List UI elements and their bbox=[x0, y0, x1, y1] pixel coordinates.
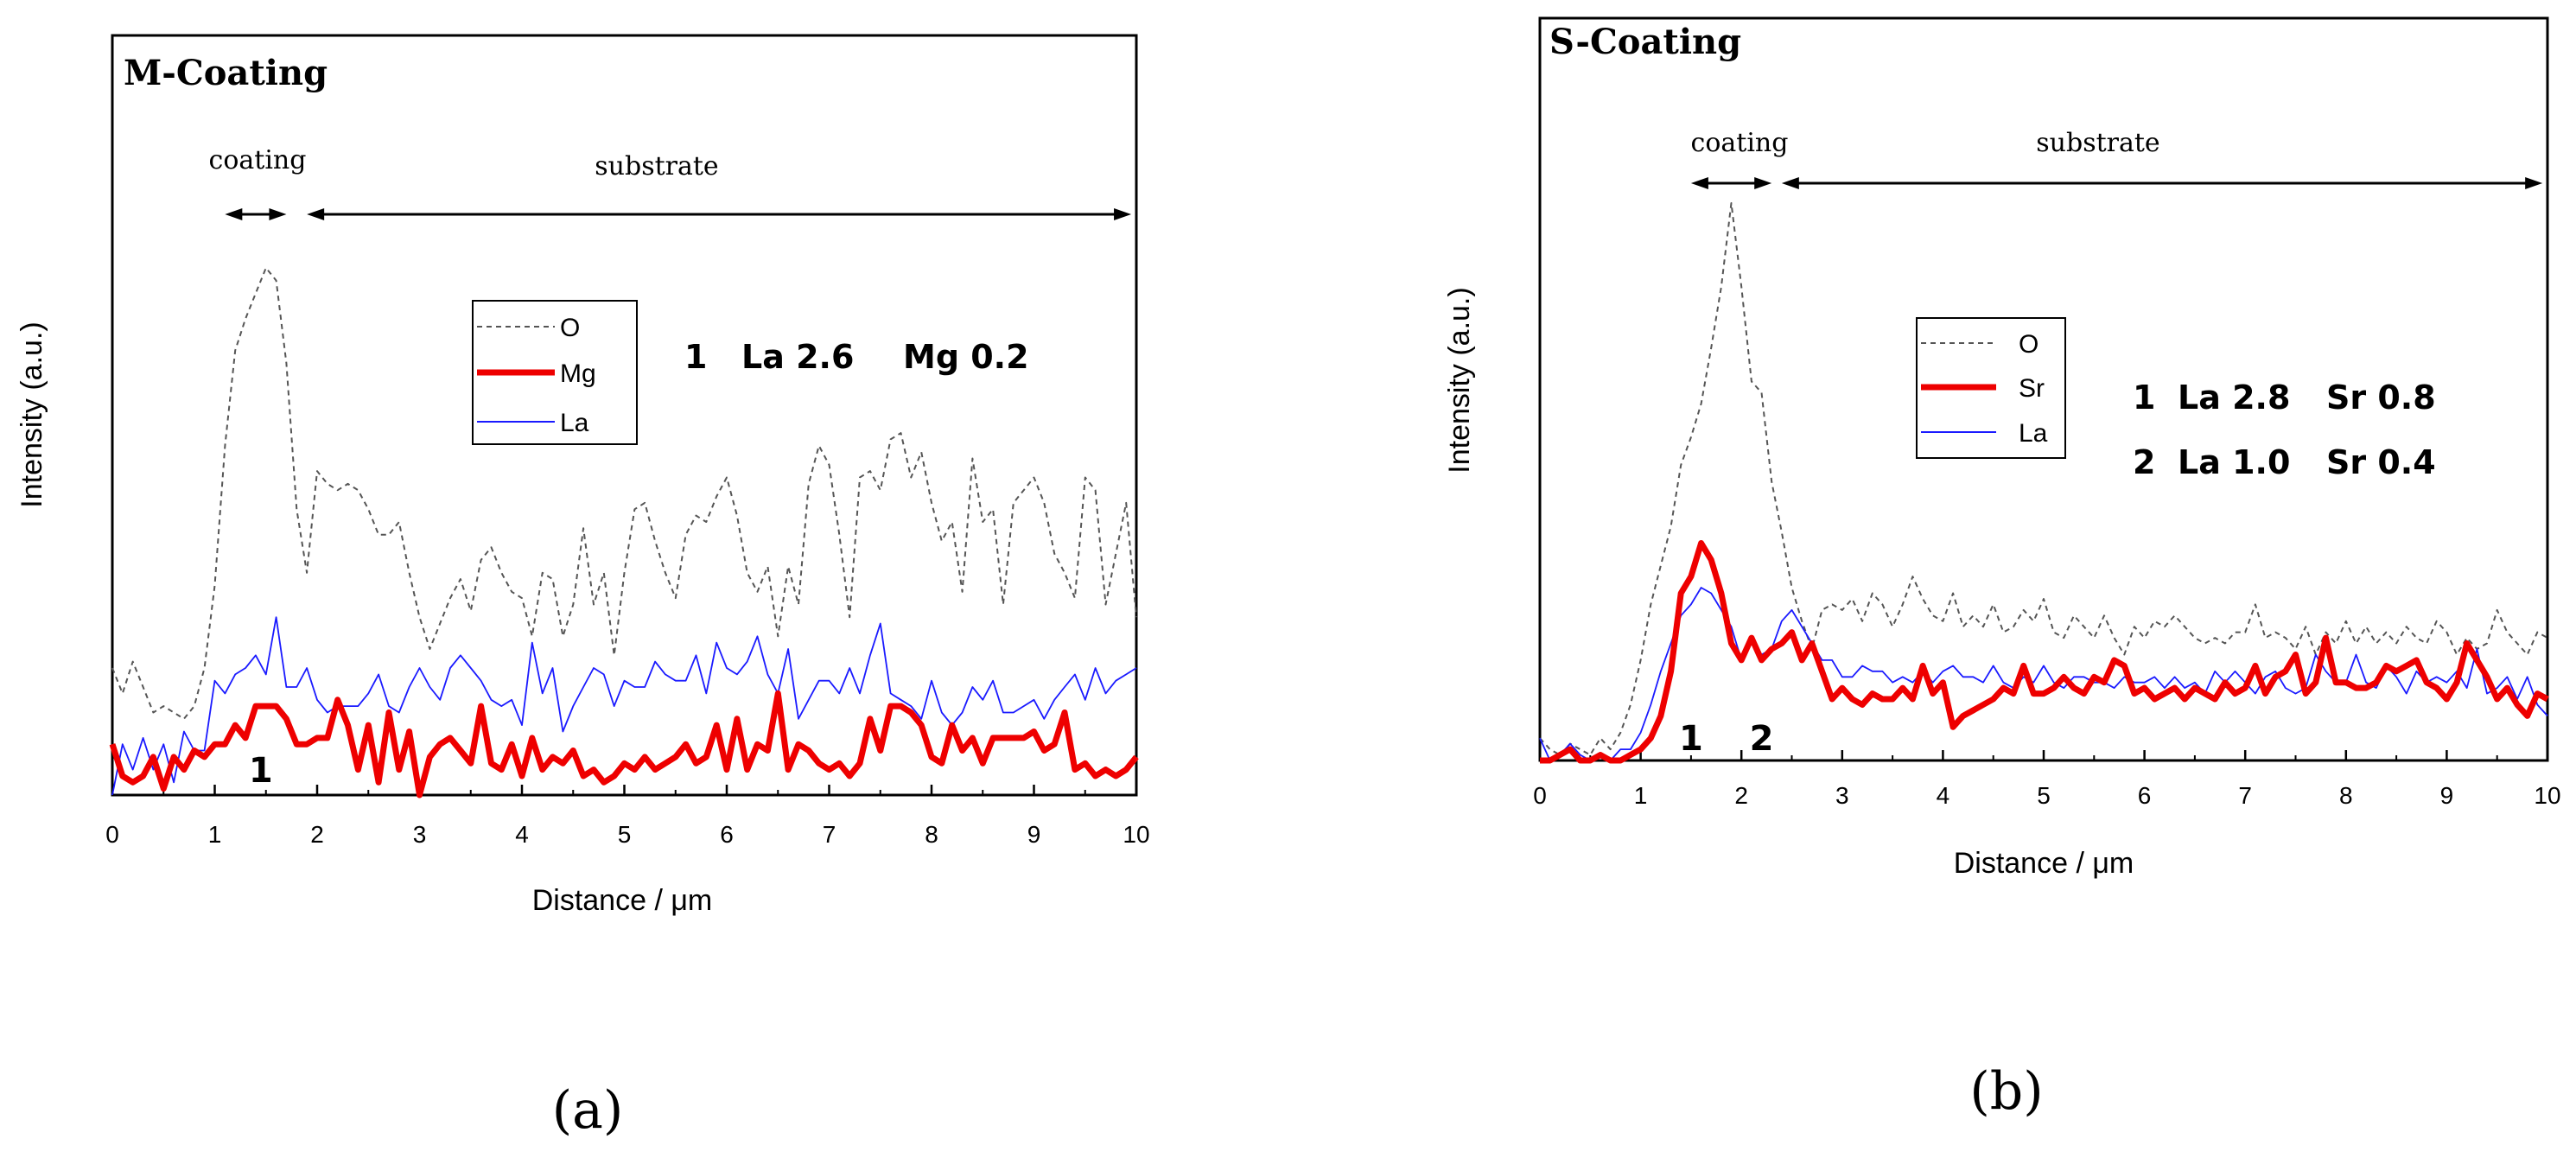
x-tick-label: 7 bbox=[2238, 782, 2252, 809]
substrate-region-label: substrate bbox=[2036, 128, 2159, 158]
x-tick-label: 1 bbox=[208, 821, 222, 848]
series-line-sr bbox=[1540, 540, 2549, 764]
x-tick-label: 0 bbox=[105, 821, 119, 848]
annotation-composition: 1 La 2.6 Mg 0.2 bbox=[684, 338, 1029, 376]
annotation-1-point-number: 1 bbox=[2133, 379, 2155, 417]
annotation-2-point-number: 2 bbox=[2133, 443, 2155, 481]
x-axis-label: Distance / μm bbox=[1954, 847, 2134, 880]
legend-label-mg: Mg bbox=[560, 359, 596, 388]
annotation-composition: 1 La 2.8 Sr 0.8 2 La 1.0 Sr 0.4 bbox=[2133, 379, 2436, 481]
x-tick-label: 4 bbox=[515, 821, 529, 848]
x-tick-label: 0 bbox=[1533, 782, 1547, 809]
coating-region-label: coating bbox=[1691, 128, 1789, 158]
annotation-la-value: La 2.6 bbox=[741, 338, 854, 376]
x-tick-label: 3 bbox=[413, 821, 427, 848]
x-tick-label: 2 bbox=[310, 821, 324, 848]
x-tick-label: 8 bbox=[2339, 782, 2353, 809]
chart-m-coating: M-Coating coating substrate 0 1 2 3 4 5 6 7 8 9 10… bbox=[16, 34, 1150, 917]
legend: O Mg La bbox=[472, 300, 638, 445]
annotation-1-sr-value: Sr 0.8 bbox=[2326, 379, 2436, 417]
series-line-mg bbox=[109, 690, 1139, 799]
legend-label-o: O bbox=[2019, 330, 2039, 359]
annotation-2-sr-value: Sr 0.4 bbox=[2326, 443, 2436, 481]
x-tick-label: 9 bbox=[1027, 821, 1041, 848]
substrate-region-arrow bbox=[1781, 177, 2543, 189]
x-tick-label: 3 bbox=[1835, 782, 1849, 809]
coating-region-arrow bbox=[1690, 177, 1772, 189]
x-tick-label: 10 bbox=[1123, 821, 1149, 848]
substrate-region-arrow bbox=[307, 208, 1132, 220]
x-tick-label: 4 bbox=[1937, 782, 1950, 809]
annotation-1-la-value: La 2.8 bbox=[2178, 379, 2290, 417]
series-line-o bbox=[111, 267, 1137, 720]
y-axis-label: Intensity (a.u.) bbox=[16, 321, 48, 507]
x-tick-label: 2 bbox=[1734, 782, 1748, 809]
coating-region-arrow bbox=[225, 208, 287, 220]
point-marker-2: 2 bbox=[1750, 719, 1774, 759]
x-tick-label: 5 bbox=[618, 821, 632, 848]
annotation-2-la-value: La 1.0 bbox=[2178, 443, 2290, 481]
x-tick-label: 7 bbox=[823, 821, 836, 848]
x-tick-label: 1 bbox=[1634, 782, 1648, 809]
substrate-region-label: substrate bbox=[595, 151, 718, 181]
x-tick-label: 10 bbox=[2534, 782, 2560, 809]
chart-title: S-Coating bbox=[1549, 22, 1741, 62]
legend-label-sr: Sr bbox=[2019, 374, 2045, 403]
x-tick-label: 6 bbox=[720, 821, 734, 848]
x-tick-label: 5 bbox=[2037, 782, 2051, 809]
legend-label-la: La bbox=[560, 409, 589, 437]
annotation-point-number: 1 bbox=[684, 338, 707, 376]
legend-label-o: O bbox=[560, 314, 580, 342]
x-tick-label: 9 bbox=[2440, 782, 2454, 809]
panel-label-b: (b) bbox=[1969, 1061, 2043, 1122]
panel-label-a: (a) bbox=[552, 1080, 624, 1141]
x-tick-label: 8 bbox=[925, 821, 938, 848]
coating-region-label: coating bbox=[209, 145, 307, 175]
annotation-mg-value: Mg 0.2 bbox=[903, 338, 1029, 376]
point-marker-1: 1 bbox=[1679, 719, 1703, 759]
point-marker-1: 1 bbox=[249, 751, 273, 791]
chart-title: M-Coating bbox=[124, 53, 328, 93]
y-axis-label: Intensity (a.u.) bbox=[1443, 287, 1476, 473]
legend-label-la: La bbox=[2019, 419, 2048, 448]
legend: O Sr La bbox=[1916, 317, 2066, 459]
series-line-o bbox=[1539, 202, 2548, 756]
x-tick-label: 6 bbox=[2138, 782, 2152, 809]
chart-s-coating: S-Coating coating substrate 0 1 2 3 4 5 6 7 8 9 10… bbox=[1443, 16, 2561, 880]
x-axis-label: Distance / μm bbox=[532, 884, 713, 917]
series-line-la bbox=[111, 616, 1137, 796]
